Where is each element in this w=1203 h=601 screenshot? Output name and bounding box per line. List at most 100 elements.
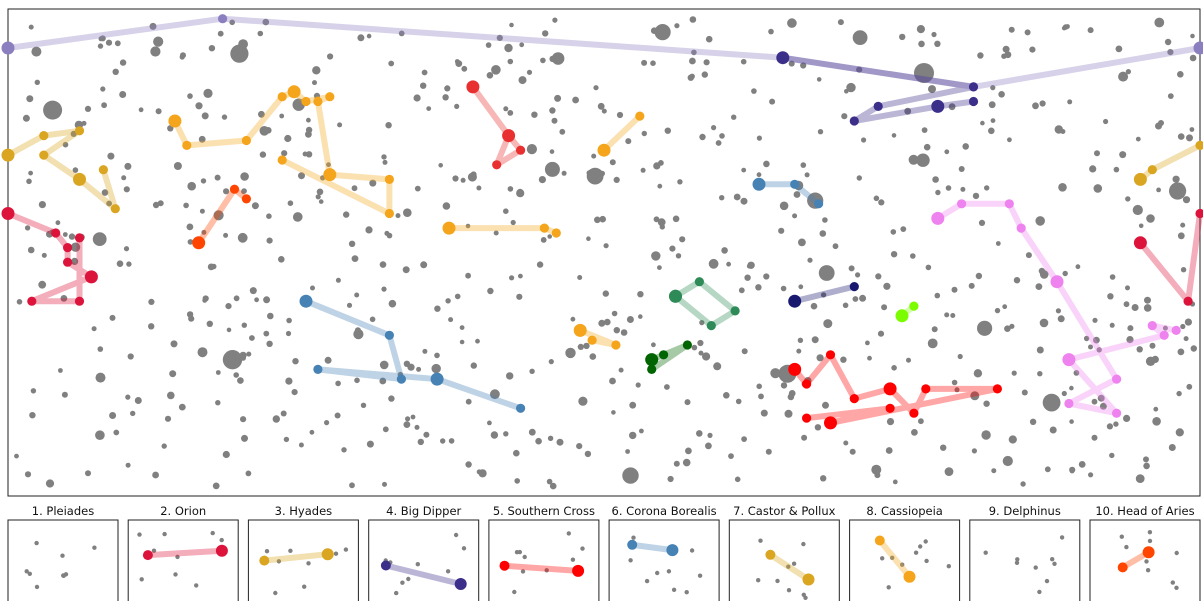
background-star [578,396,588,406]
background-star [625,138,632,145]
background-star [60,295,68,302]
background-star [763,273,770,280]
background-star [203,88,213,98]
background-star [24,225,31,231]
subplot-star [689,548,695,553]
subplot-star [264,549,270,554]
background-star [561,170,567,176]
background-star [230,44,249,63]
background-star [1007,137,1012,143]
background-star [733,193,741,201]
background-star [855,272,861,278]
background-star [335,380,341,387]
background-star [241,434,248,442]
constellation-star [573,323,587,337]
background-star [504,43,513,53]
subplot-star [61,573,66,578]
background-star [699,133,706,141]
background-star [925,264,932,271]
background-star [599,215,606,223]
background-star [223,232,229,238]
background-star [517,188,524,195]
constellation-star [384,208,394,219]
subplot-constellation-star [627,539,638,550]
subplot-frame [849,519,961,601]
background-star [305,151,313,158]
constellation-star [1004,199,1014,209]
background-star [490,431,499,439]
constellation-star [825,350,836,360]
background-star [651,342,656,348]
background-star [962,143,969,150]
background-star [178,403,186,411]
constellation-star [776,51,790,65]
background-star [382,481,387,487]
subplot-constellation-star [765,549,776,560]
background-star [822,401,829,409]
background-star [598,319,606,327]
background-star [222,450,230,459]
constellation-star [788,294,802,308]
background-star [977,320,993,336]
background-star [95,372,106,383]
background-star [589,353,597,360]
background-star [552,17,558,23]
constellation-star [27,296,37,306]
background-star [1184,318,1192,326]
background-star [217,30,224,37]
background-star [169,370,177,378]
background-star [874,472,881,479]
background-star [1143,456,1149,463]
background-star [760,409,768,417]
background-star [410,414,416,420]
background-star [148,298,155,305]
background-star [867,355,872,361]
background-star [951,379,958,386]
background-star [861,137,867,143]
background-star [258,110,265,118]
subplot-constellation-star [802,573,815,586]
background-star [213,210,224,221]
background-star [910,253,916,259]
subplot-star [517,549,522,555]
background-star [1089,165,1097,173]
background-star [206,320,213,327]
background-star [22,114,30,122]
background-star [923,143,931,151]
background-star [770,368,781,379]
background-star [657,265,662,270]
background-star [130,410,136,417]
background-star [1190,345,1198,352]
background-star [1113,421,1119,427]
background-star [1069,466,1076,473]
background-star [816,77,822,82]
subplot-title: 4. Big Dipper [386,504,461,518]
constellation-star [1133,172,1147,186]
background-star [731,114,737,120]
constellation-star [849,116,859,126]
background-star [914,63,934,83]
background-star [1021,389,1028,396]
background-star [150,46,161,57]
background-star [334,412,341,419]
background-star [960,186,966,192]
background-star [1113,166,1120,173]
constellation-star [587,335,597,345]
background-star [1180,222,1186,228]
subplot-star [1037,589,1042,595]
background-star [55,220,61,226]
background-star [1057,315,1065,323]
constellation-star [516,403,526,413]
constellation-star [814,199,824,209]
background-star [1009,323,1015,329]
background-star [388,299,397,308]
main-panel-frame [7,8,1201,497]
background-star [904,107,912,115]
background-star [225,303,232,310]
background-star [1029,418,1037,425]
subplot-star [137,532,142,537]
subplot-title: 2. Orion [160,504,206,518]
subplot-star [27,571,32,576]
constellation-star [74,233,85,243]
background-star [1002,45,1010,53]
